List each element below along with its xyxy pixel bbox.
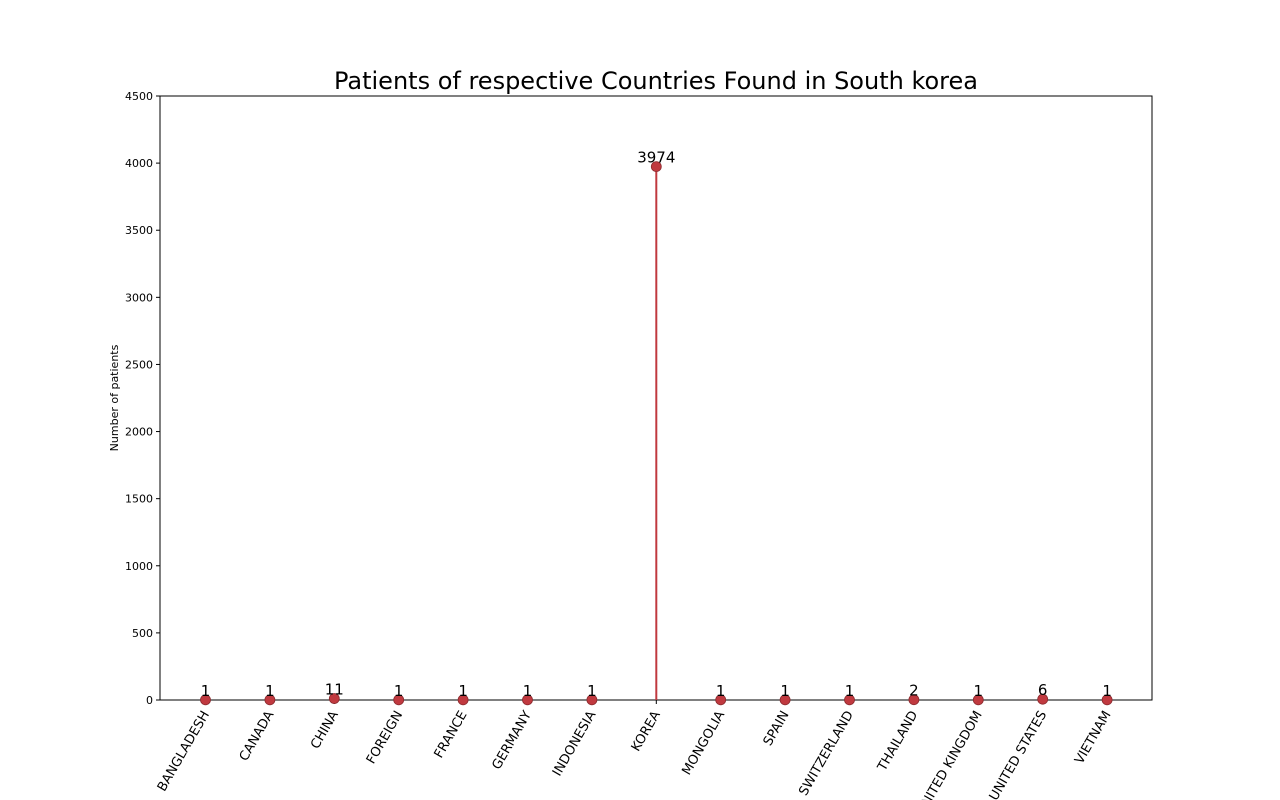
- data-label: 1: [716, 682, 726, 700]
- x-tick-label: INDONESIA: [550, 708, 599, 779]
- data-label: 1: [201, 682, 211, 700]
- y-tick-label: 0: [146, 694, 153, 707]
- data-label: 1: [458, 682, 468, 700]
- x-tick-label: UNITED KINGDOM: [914, 709, 985, 800]
- data-label: 1: [394, 682, 404, 700]
- marker: [393, 694, 405, 706]
- marker: [908, 694, 920, 706]
- data-label: 1: [523, 682, 533, 700]
- data-label: 3974: [637, 149, 675, 167]
- marker: [650, 161, 662, 173]
- y-tick-label: 500: [132, 627, 153, 640]
- data-label: 2: [909, 682, 919, 700]
- x-tick-label: KOREA: [629, 708, 664, 754]
- marker: [522, 694, 533, 706]
- x-tick-label: CANADA: [237, 708, 278, 763]
- y-tick-label: 3500: [125, 224, 153, 237]
- marker: [586, 694, 598, 706]
- x-axis: BANGLADESH CANADA CHINA FOREIGN FRANCE GERMAN…: [155, 700, 1115, 800]
- marker: [844, 694, 855, 706]
- y-axis-label: Number of patients: [108, 344, 121, 451]
- y-tick-label: 2000: [125, 426, 153, 439]
- x-tick-label: FOREIGN: [364, 709, 406, 767]
- data-label: 11: [325, 681, 344, 699]
- y-tick-label: 1000: [125, 560, 153, 573]
- x-tick-label: CHINA: [308, 708, 342, 751]
- data-label: 6: [1038, 681, 1048, 699]
- data-label: 1: [974, 682, 984, 700]
- x-tick-label: GERMANY: [489, 708, 535, 772]
- marker: [779, 694, 791, 706]
- data-label: 1: [265, 682, 275, 700]
- x-tick-label: SWITZERLAND: [796, 709, 857, 799]
- x-tick-label: VIETNAM: [1072, 709, 1114, 767]
- marker: [328, 693, 340, 704]
- x-tick-label: FRANCE: [432, 709, 471, 761]
- marker: [715, 694, 727, 706]
- chart-title: Patients of respective Countries Found i…: [334, 67, 978, 95]
- data-label: 1: [845, 682, 855, 700]
- marker: [1037, 693, 1049, 705]
- stems: [204, 166, 1109, 700]
- marker: [457, 694, 469, 706]
- marker: [200, 694, 211, 706]
- data-label: 1: [780, 682, 790, 700]
- marker: [972, 694, 984, 706]
- y-axis: 0 500 1000 1500 2000 2500 3000 3500 4000 4500: [125, 90, 160, 707]
- y-tick-label: 1500: [125, 493, 153, 506]
- x-tick-label: BANGLADESH: [155, 709, 213, 795]
- y-tick-label: 2500: [125, 358, 153, 371]
- markers: [200, 161, 1113, 706]
- marker: [264, 694, 276, 706]
- marker: [1101, 694, 1113, 706]
- y-tick-label: 3000: [125, 291, 153, 304]
- x-tick-label: THAILAND: [875, 709, 922, 775]
- x-tick-label: MONGOLIA: [679, 708, 728, 777]
- x-tick-label: SPAIN: [761, 709, 793, 749]
- y-tick-label: 4000: [125, 157, 153, 170]
- data-label: 1: [587, 682, 597, 700]
- y-tick-label: 4500: [125, 90, 153, 103]
- data-label: 1: [1102, 682, 1112, 700]
- x-tick-label: UNITED STATES: [987, 709, 1050, 800]
